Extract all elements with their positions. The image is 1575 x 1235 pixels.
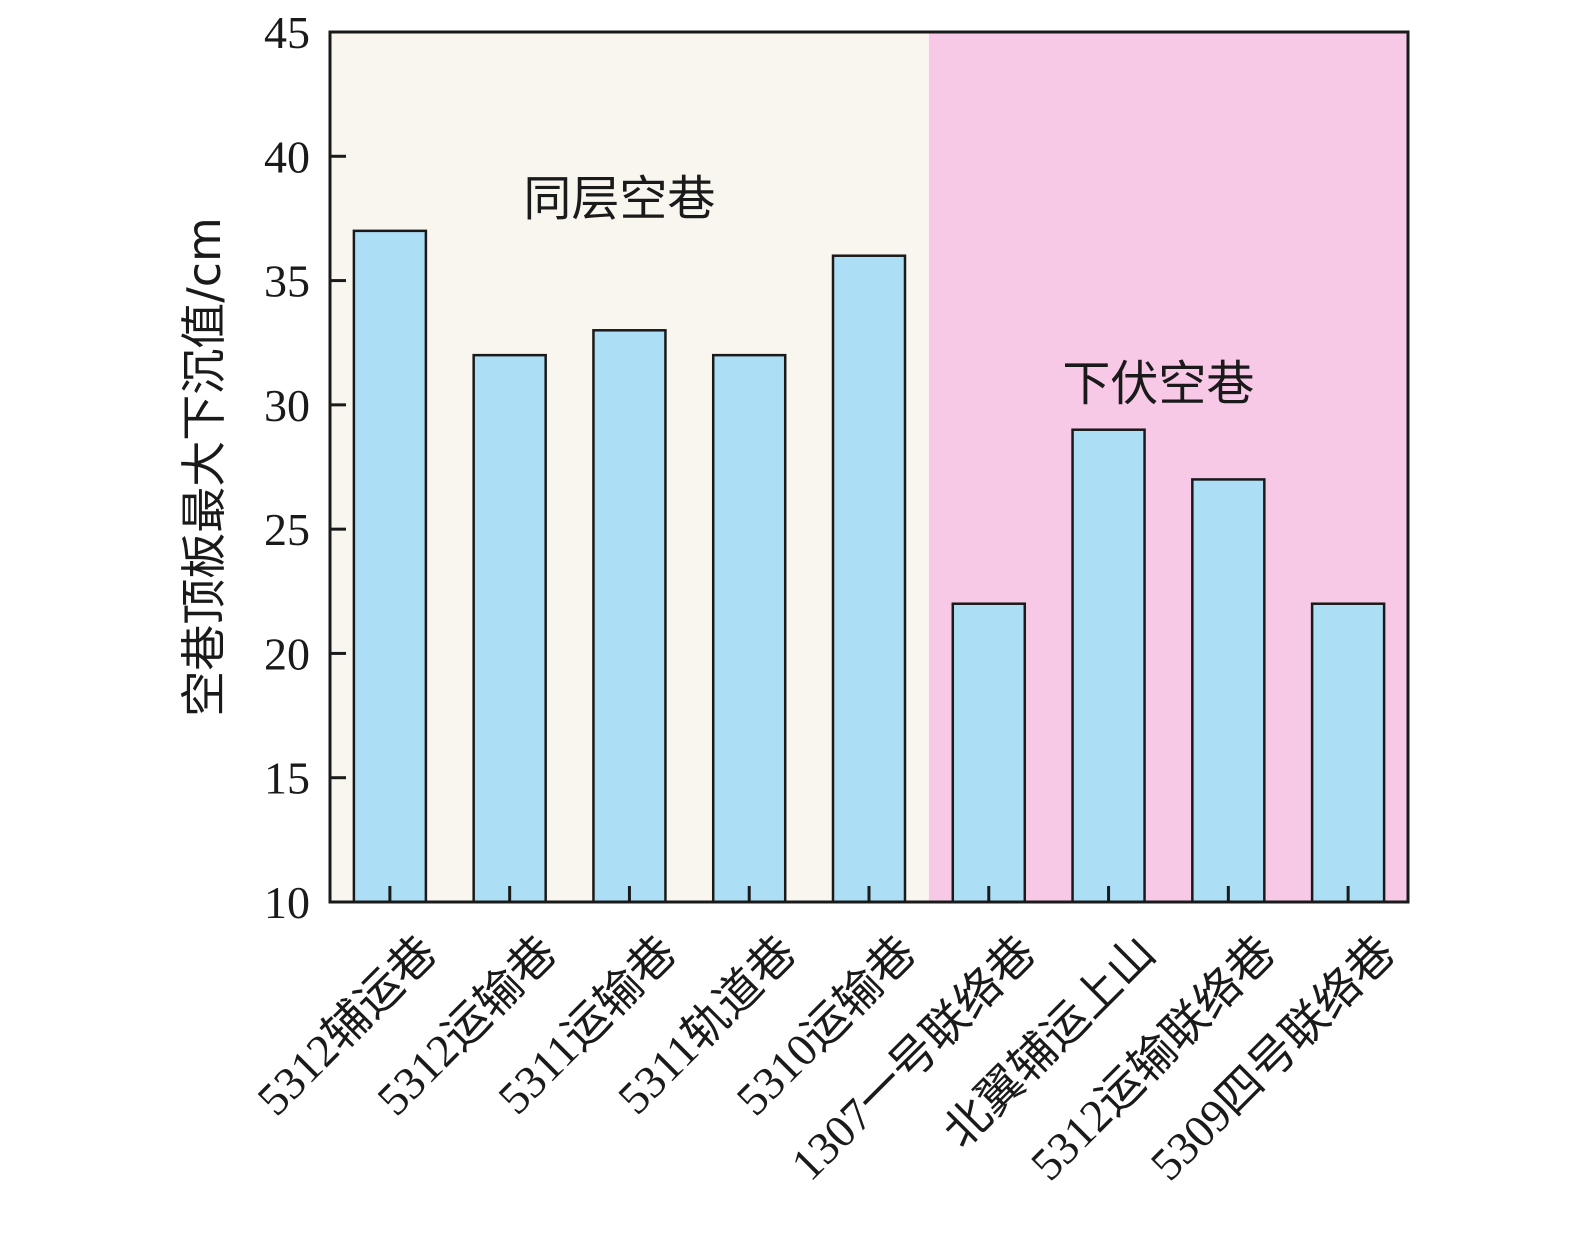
bar-4 [831,254,907,904]
bar-3 [711,353,787,904]
bars [352,229,1386,904]
category-label: 北翼辅运上山 [934,926,1165,1157]
y-tick-label: 40 [264,131,310,182]
y-tick-label: 25 [264,504,310,555]
bar-1 [472,353,547,904]
bar-8 [1310,602,1386,904]
y-tick-label: 45 [264,7,310,58]
bar-7 [1191,478,1266,904]
region-label: 同层空巷 [523,171,715,227]
region-backgrounds [330,32,1408,902]
y-tick-label: 15 [264,753,310,804]
region-label: 下伏空巷 [1062,356,1254,412]
axes [328,30,1410,904]
bar-0 [352,229,428,904]
y-axis-title: 空巷顶板最大下沉值/cm [177,217,231,717]
bar-5 [951,602,1027,904]
y-tick-label: 30 [264,380,310,431]
y-tick-label: 35 [264,256,310,307]
category-labels: 5312辅运巷5312运输巷5311运输巷5311轨道巷5310运输巷1307一… [247,926,1404,1190]
bar-6 [1071,428,1146,904]
bar-2 [592,329,667,904]
y-tick-label: 10 [264,877,310,928]
y-tick-labels: 10 15 20 25 30 35 40 45 [264,7,310,928]
y-tick-label: 20 [264,628,310,679]
